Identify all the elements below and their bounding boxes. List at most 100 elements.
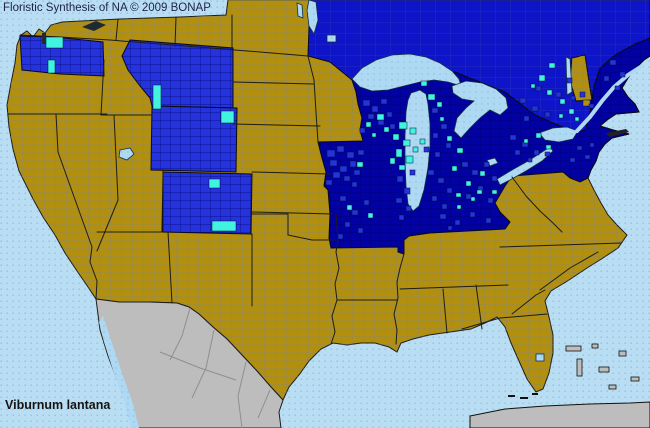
great-salt-lake — [118, 147, 135, 161]
lake-superior — [351, 53, 462, 92]
county-marker — [363, 199, 370, 206]
county-marker — [383, 126, 390, 133]
county-marker — [329, 159, 338, 167]
county-marker — [465, 193, 472, 200]
county-marker — [45, 36, 64, 49]
county-marker — [402, 139, 411, 147]
county-marker — [377, 119, 385, 126]
county-marker — [455, 192, 462, 198]
county-marker — [527, 157, 533, 163]
county-marker — [509, 134, 517, 141]
county-marker — [456, 204, 462, 210]
county-marker — [208, 178, 221, 189]
county-marker — [403, 187, 411, 195]
lake-huron — [451, 80, 509, 139]
county-marker — [451, 165, 458, 172]
county-marker — [432, 132, 439, 139]
county-marker — [371, 132, 377, 138]
county-marker — [544, 151, 551, 157]
gulf-of-california — [99, 316, 139, 428]
county-marker — [619, 71, 626, 78]
county-marker — [431, 107, 439, 114]
county-marker — [456, 147, 464, 154]
county-marker — [349, 160, 357, 168]
county-marker — [582, 99, 591, 107]
county-marker — [530, 83, 536, 89]
county-marker — [446, 187, 453, 194]
county-marker — [392, 133, 400, 141]
county-marker — [603, 75, 610, 82]
county-marker — [398, 214, 405, 221]
county-marker — [559, 98, 566, 105]
county-marker — [558, 113, 564, 119]
county-marker — [574, 116, 580, 122]
county-marker — [357, 227, 364, 234]
mexico-state-lines — [159, 307, 271, 428]
lake-erie — [496, 146, 554, 186]
county-marker — [427, 93, 436, 101]
county-marker — [353, 169, 361, 176]
county-marker — [479, 170, 486, 177]
county-marker — [357, 149, 365, 156]
county-marker — [523, 115, 530, 122]
county-marker — [555, 91, 562, 98]
county-marker — [446, 135, 453, 142]
county-marker — [396, 175, 404, 183]
county-marker — [436, 101, 443, 108]
county-marker — [471, 169, 479, 176]
county-marker — [376, 113, 385, 121]
county-marker — [365, 121, 372, 128]
county-marker — [519, 97, 527, 104]
county-marker — [523, 138, 529, 144]
county-marker — [356, 161, 364, 168]
county-marker — [545, 144, 552, 150]
county-marker — [469, 211, 476, 218]
county-marker — [461, 161, 469, 168]
florida-keys — [508, 393, 538, 399]
county-marker — [152, 84, 162, 110]
county-marker — [514, 149, 521, 156]
county-marker — [548, 62, 556, 69]
county-marker — [569, 157, 576, 163]
county-marker — [568, 108, 575, 115]
county-marker — [47, 59, 56, 74]
county-marker — [326, 149, 336, 158]
county-marker — [439, 116, 445, 122]
county-marker — [405, 155, 414, 164]
county-marker — [211, 220, 237, 232]
county-marker — [531, 105, 539, 112]
county-marker — [533, 149, 540, 156]
county-marker — [427, 169, 435, 176]
county-marker — [483, 161, 490, 168]
county-marker — [395, 197, 403, 204]
county-marker — [535, 132, 542, 139]
county-marker — [423, 146, 430, 153]
county-marker — [445, 142, 452, 149]
county-marker — [491, 189, 498, 195]
county-marker — [609, 59, 617, 66]
county-marker — [589, 142, 595, 148]
lake-okeechobee — [535, 353, 545, 362]
region-fill-layer — [6, 0, 650, 428]
county-marker — [409, 127, 417, 135]
county-marker — [470, 196, 476, 202]
county-marker — [439, 213, 447, 220]
county-marker — [346, 204, 353, 211]
county-marker — [576, 145, 583, 151]
county-marker — [476, 189, 483, 195]
county-present-markers — [325, 59, 626, 240]
county-marker — [339, 195, 347, 202]
county-marker — [491, 175, 498, 182]
county-marker — [325, 179, 333, 186]
lake-of-the-woods — [326, 34, 337, 43]
county-marker — [398, 121, 408, 130]
county-marker — [336, 145, 345, 153]
coastal-details — [42, 21, 650, 428]
st-lawrence-river — [575, 64, 644, 133]
county-marker — [405, 205, 412, 212]
county-marker — [351, 181, 358, 188]
county-marker — [440, 123, 448, 130]
county-marker — [566, 77, 573, 84]
